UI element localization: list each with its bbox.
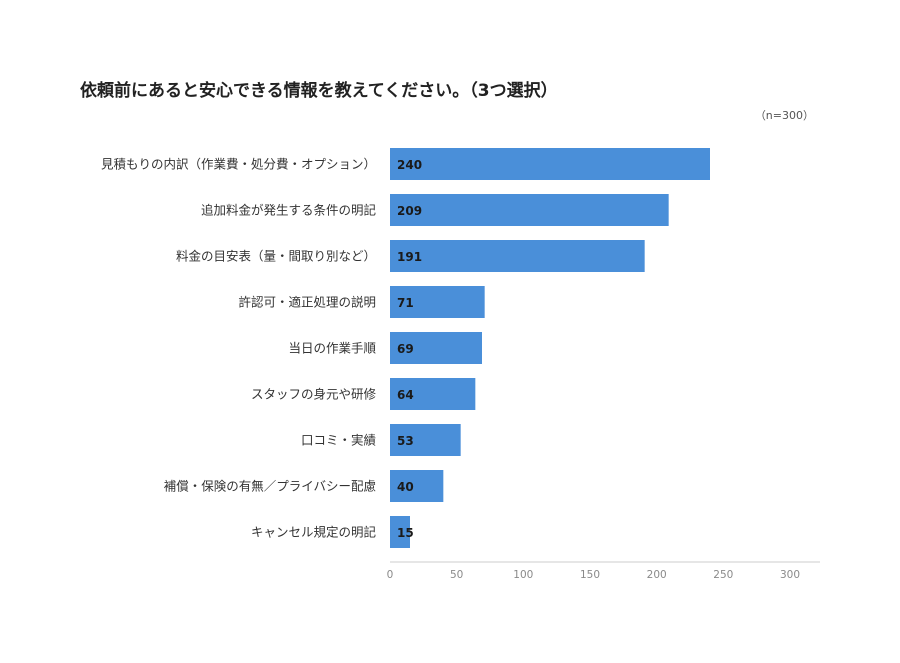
category-label: 口コミ・実績 bbox=[301, 433, 376, 448]
bar bbox=[390, 332, 482, 364]
x-tick-label: 300 bbox=[780, 569, 800, 581]
bar-value-label: 64 bbox=[397, 388, 414, 402]
category-label: キャンセル規定の明記 bbox=[251, 525, 376, 540]
bar bbox=[390, 240, 645, 272]
category-label: 見積もりの内訳（作業費・処分費・オプション） bbox=[101, 157, 376, 172]
x-tick-label: 0 bbox=[387, 569, 394, 581]
x-tick-label: 150 bbox=[580, 569, 600, 581]
category-label: 追加料金が発生する条件の明記 bbox=[201, 203, 376, 218]
sample-size-note: （n=300） bbox=[754, 109, 814, 122]
bar bbox=[390, 286, 485, 318]
bar-value-label: 69 bbox=[397, 342, 414, 356]
category-label: 補償・保険の有無／プライバシー配慮 bbox=[164, 479, 376, 494]
bar-value-label: 15 bbox=[397, 526, 414, 540]
bar-value-label: 209 bbox=[397, 204, 422, 218]
category-label: 当日の作業手順 bbox=[288, 341, 376, 356]
x-tick-label: 200 bbox=[647, 569, 667, 581]
bar-value-label: 71 bbox=[397, 296, 414, 310]
bars-layer bbox=[390, 148, 710, 548]
bar bbox=[390, 194, 669, 226]
bar bbox=[390, 516, 410, 548]
x-tick-label: 100 bbox=[513, 569, 533, 581]
bar bbox=[390, 148, 710, 180]
bar-value-label: 191 bbox=[397, 250, 422, 264]
bar bbox=[390, 470, 444, 502]
category-label: 料金の目安表（量・間取り別など） bbox=[176, 249, 376, 264]
x-tick-label: 250 bbox=[713, 569, 733, 581]
bar bbox=[390, 424, 461, 456]
bar bbox=[390, 378, 476, 410]
bar-value-label: 40 bbox=[397, 480, 414, 494]
x-tick-label: 50 bbox=[450, 569, 463, 581]
x-axis-ticks-layer: 0 50 100 150 200 250 300 bbox=[387, 569, 800, 581]
category-label: スタッフの身元や研修 bbox=[251, 387, 377, 402]
bar-value-label: 240 bbox=[397, 158, 422, 172]
category-labels-layer: 見積もりの内訳（作業費・処分費・オプション） 追加料金が発生する条件の明記料金の目… bbox=[101, 157, 377, 540]
category-label: 許認可・適正処理の説明 bbox=[238, 295, 376, 310]
chart-title: 依頼前にあると安心できる情報を教えてください。（3つ選択） bbox=[80, 81, 558, 101]
value-labels-layer: 240 209 191 71 69 64 53 40 15 bbox=[397, 158, 422, 540]
bar-value-label: 53 bbox=[397, 434, 414, 448]
